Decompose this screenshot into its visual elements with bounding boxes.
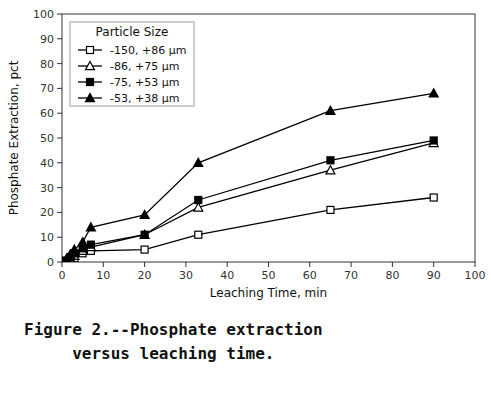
data-point bbox=[194, 203, 203, 211]
y-tick-label: 50 bbox=[40, 132, 54, 145]
data-point bbox=[430, 194, 437, 201]
y-tick bbox=[57, 88, 62, 89]
chart: 0 10 20 30 40 50 60 70 80 90 100 0 10 20 30 40 50 60 70 80 9… bbox=[0, 0, 491, 405]
plot-frame bbox=[62, 14, 475, 262]
legend-marker bbox=[87, 47, 94, 54]
x-tick bbox=[351, 262, 352, 267]
series-line bbox=[66, 143, 434, 261]
data-point bbox=[327, 206, 334, 213]
data-point bbox=[429, 89, 438, 97]
caption: Figure 2.--Phosphate extraction bbox=[24, 320, 323, 339]
data-point bbox=[430, 137, 437, 144]
y-tick bbox=[57, 212, 62, 213]
legend-label: -150, +86 μm bbox=[110, 44, 186, 57]
x-tick-label: 10 bbox=[96, 269, 110, 282]
x-tick-label: 50 bbox=[262, 269, 276, 282]
x-tick bbox=[185, 262, 186, 267]
x-tick bbox=[103, 262, 104, 267]
y-tick-label: 20 bbox=[40, 206, 54, 219]
legend-marker bbox=[86, 94, 95, 102]
data-point bbox=[78, 238, 87, 246]
y-tick-label: 90 bbox=[40, 33, 54, 46]
x-tick-label: 0 bbox=[59, 269, 66, 282]
legend: Particle Size -150, +86 μm -86, +75 μm -75,… bbox=[70, 22, 194, 106]
y-tick bbox=[57, 262, 62, 263]
x-tick-label: 100 bbox=[465, 269, 486, 282]
data-point bbox=[86, 223, 95, 231]
y-tick-label: 10 bbox=[40, 231, 54, 244]
plot-area bbox=[62, 89, 438, 262]
y-tick-label: 60 bbox=[40, 107, 54, 120]
x-tick bbox=[475, 262, 476, 267]
y-tick bbox=[57, 14, 62, 15]
y-tick bbox=[57, 38, 62, 39]
legend-marker bbox=[86, 62, 95, 70]
data-point bbox=[195, 197, 202, 204]
data-point bbox=[140, 230, 149, 238]
x-axis-label: Leaching Time, min bbox=[210, 286, 327, 300]
data-point bbox=[140, 210, 149, 218]
legend-box bbox=[70, 22, 194, 106]
caption: versus leaching time. bbox=[24, 344, 274, 363]
data-point bbox=[195, 231, 202, 238]
x-tick bbox=[392, 262, 393, 267]
legend-label: -53, +38 μm bbox=[110, 92, 179, 105]
x-tick bbox=[268, 262, 269, 267]
y-tick bbox=[57, 138, 62, 139]
series-line bbox=[66, 198, 434, 261]
y-tick-label: 0 bbox=[47, 256, 54, 269]
x-tick-label: 30 bbox=[179, 269, 193, 282]
y-tick bbox=[57, 113, 62, 114]
y-tick-label: 100 bbox=[33, 8, 54, 21]
y-tick bbox=[57, 237, 62, 238]
data-point bbox=[141, 231, 148, 238]
legend-label: -75, +53 μm bbox=[110, 76, 179, 89]
x-tick bbox=[62, 262, 63, 267]
y-tick-label: 30 bbox=[40, 182, 54, 195]
series-line bbox=[66, 93, 434, 259]
y-tick-label: 40 bbox=[40, 157, 54, 170]
legend-label: -86, +75 μm bbox=[110, 60, 179, 73]
data-point bbox=[141, 246, 148, 253]
data-point bbox=[194, 158, 203, 166]
data-point bbox=[326, 166, 335, 174]
x-tick bbox=[144, 262, 145, 267]
y-tick-label: 70 bbox=[40, 82, 54, 95]
x-tick-label: 20 bbox=[138, 269, 152, 282]
y-axis-label: Phosphate Extraction, pct bbox=[7, 60, 21, 215]
x-tick-label: 40 bbox=[220, 269, 234, 282]
x-tick bbox=[227, 262, 228, 267]
y-tick bbox=[57, 63, 62, 64]
data-point bbox=[326, 106, 335, 114]
legend-marker bbox=[87, 79, 94, 86]
x-tick bbox=[433, 262, 434, 267]
data-point bbox=[327, 157, 334, 164]
y-tick bbox=[57, 187, 62, 188]
series-line bbox=[66, 140, 434, 260]
x-tick-label: 80 bbox=[385, 269, 399, 282]
data-point bbox=[87, 241, 94, 248]
x-tick-label: 70 bbox=[344, 269, 358, 282]
x-tick bbox=[309, 262, 310, 267]
y-tick-label: 80 bbox=[40, 58, 54, 71]
y-tick bbox=[57, 162, 62, 163]
x-tick-label: 60 bbox=[303, 269, 317, 282]
x-tick-label: 90 bbox=[427, 269, 441, 282]
legend-title: Particle Size bbox=[96, 25, 169, 39]
